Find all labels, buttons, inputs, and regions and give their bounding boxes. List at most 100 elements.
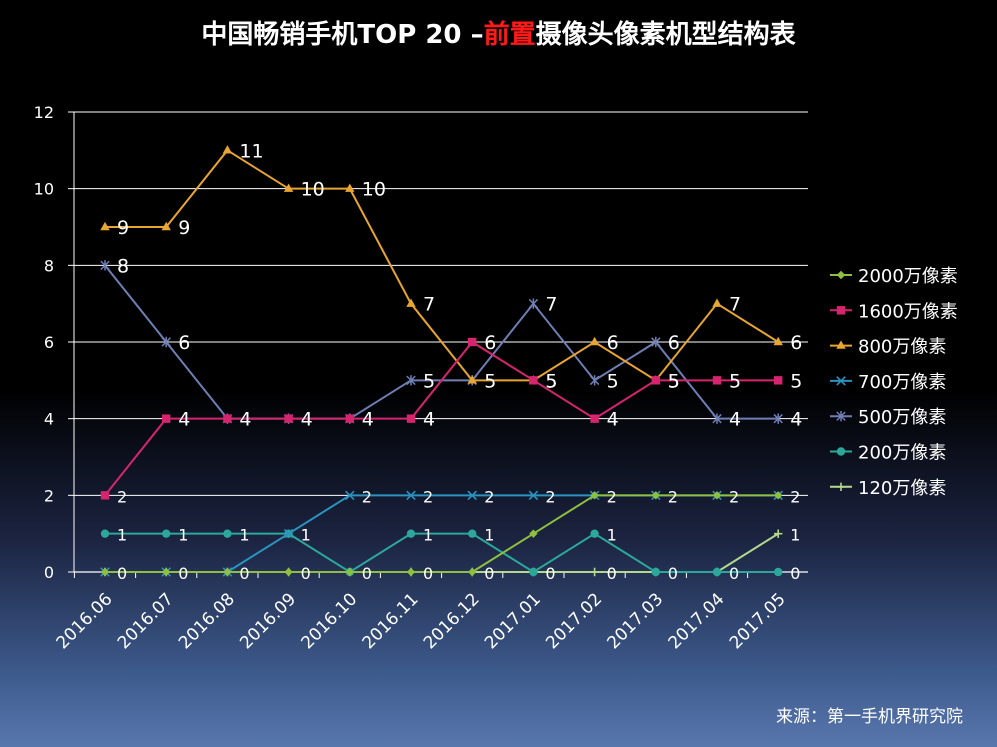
title-highlight: 前置 — [483, 20, 536, 50]
series-marker — [528, 298, 539, 309]
chart-title: 中国畅销手机TOP 20 –前置摄像头像素机型结构表 — [0, 14, 997, 51]
series-line — [105, 532, 779, 574]
series-marker — [774, 376, 783, 385]
x-tick-label: 2016.06 — [53, 589, 117, 653]
data-label: 1 — [178, 526, 188, 545]
legend: 2000万像素 1600万像素 800万像素 700万像素 500万像素 200万像素 12… — [830, 266, 958, 499]
data-label: 2 — [668, 487, 678, 506]
data-label: 0 — [423, 564, 433, 583]
data-label: 4 — [239, 409, 251, 431]
data-label: 9 — [178, 217, 190, 239]
series-marker — [406, 414, 416, 423]
series-marker — [162, 529, 171, 538]
series-marker — [283, 183, 294, 192]
data-label: 11 — [239, 140, 263, 162]
data-label: 1 — [607, 526, 617, 545]
data-label: 5 — [484, 370, 496, 392]
data-label: 1 — [117, 526, 127, 545]
series-marker — [774, 567, 783, 577]
data-label: 4 — [362, 409, 374, 431]
series-marker — [406, 298, 416, 307]
series-marker — [836, 411, 846, 422]
x-tick-label: 2016.12 — [420, 589, 484, 653]
series-marker — [345, 414, 354, 423]
data-label: 1 — [484, 526, 494, 545]
series-marker — [712, 491, 722, 500]
data-label: 2 — [545, 487, 555, 506]
series-marker — [100, 221, 110, 231]
series-marker — [836, 447, 846, 456]
data-label: 4 — [729, 409, 741, 431]
series-marker — [836, 482, 846, 491]
data-label: 9 — [117, 217, 129, 239]
data-label: 1 — [301, 526, 311, 545]
series-line — [105, 149, 779, 382]
series-marker — [345, 183, 355, 192]
series-marker — [836, 340, 846, 349]
data-label: 0 — [362, 564, 372, 583]
series-marker — [284, 567, 293, 577]
data-label: 4 — [178, 409, 190, 431]
series-marker — [100, 260, 110, 271]
series-marker — [589, 375, 600, 386]
legend-item: 1600万像素 — [830, 301, 958, 322]
y-tick-label: 10 — [34, 180, 54, 199]
data-label: 2 — [423, 487, 433, 506]
source-note: 来源：第一手机界研究院 — [776, 707, 963, 727]
data-label: 6 — [484, 332, 496, 354]
legend-label: 500万像素 — [858, 407, 946, 428]
series-marker — [162, 414, 171, 423]
series-marker — [773, 413, 783, 424]
series-marker — [468, 567, 477, 577]
title-suffix: 摄像头像素机型结构表 — [535, 20, 796, 50]
series-marker — [467, 490, 477, 501]
x-tick-label: 2016.08 — [175, 589, 239, 653]
series-marker — [529, 376, 538, 385]
y-tick-label: 8 — [44, 256, 54, 275]
series-marker — [283, 528, 294, 539]
series-2000万像素 — [100, 491, 783, 577]
series-marker — [528, 490, 539, 501]
data-label: 5 — [729, 370, 741, 392]
series-marker — [468, 529, 477, 538]
series-marker — [161, 336, 171, 348]
series-marker — [223, 567, 232, 577]
data-label: 6 — [790, 332, 802, 354]
series-marker — [223, 414, 232, 423]
data-label: 2 — [607, 487, 617, 506]
series-marker — [712, 413, 722, 424]
x-tick-label: 2017.03 — [603, 589, 667, 653]
series-120万像素 — [100, 529, 783, 577]
series-marker — [651, 567, 660, 577]
y-tick-label: 12 — [34, 103, 54, 122]
series-marker — [100, 491, 110, 500]
series-marker — [406, 567, 416, 577]
x-tick-label: 2016.09 — [236, 589, 300, 653]
data-label: 2 — [790, 487, 800, 506]
data-label: 1 — [790, 526, 800, 545]
data-label: 10 — [301, 179, 325, 201]
data-label: 5 — [545, 370, 557, 392]
series-marker — [100, 567, 110, 577]
series-marker — [161, 221, 171, 231]
series-marker — [345, 490, 355, 501]
data-label: 1 — [423, 526, 433, 545]
series-marker — [406, 529, 416, 538]
series-marker — [651, 491, 660, 500]
series-line — [104, 340, 779, 496]
y-tick-label: 2 — [44, 486, 54, 505]
x-tick-label: 2017.02 — [542, 589, 606, 653]
series-marker — [774, 529, 783, 538]
data-label: 5 — [668, 370, 680, 392]
series-marker — [651, 336, 661, 348]
series-marker — [590, 529, 599, 538]
series-marker — [712, 376, 722, 385]
series-marker — [836, 270, 846, 280]
series-marker — [467, 375, 477, 384]
series-marker — [712, 567, 722, 577]
legend-label: 2000万像素 — [858, 266, 958, 287]
series-marker — [284, 414, 293, 423]
series-800万像素 — [100, 145, 783, 384]
